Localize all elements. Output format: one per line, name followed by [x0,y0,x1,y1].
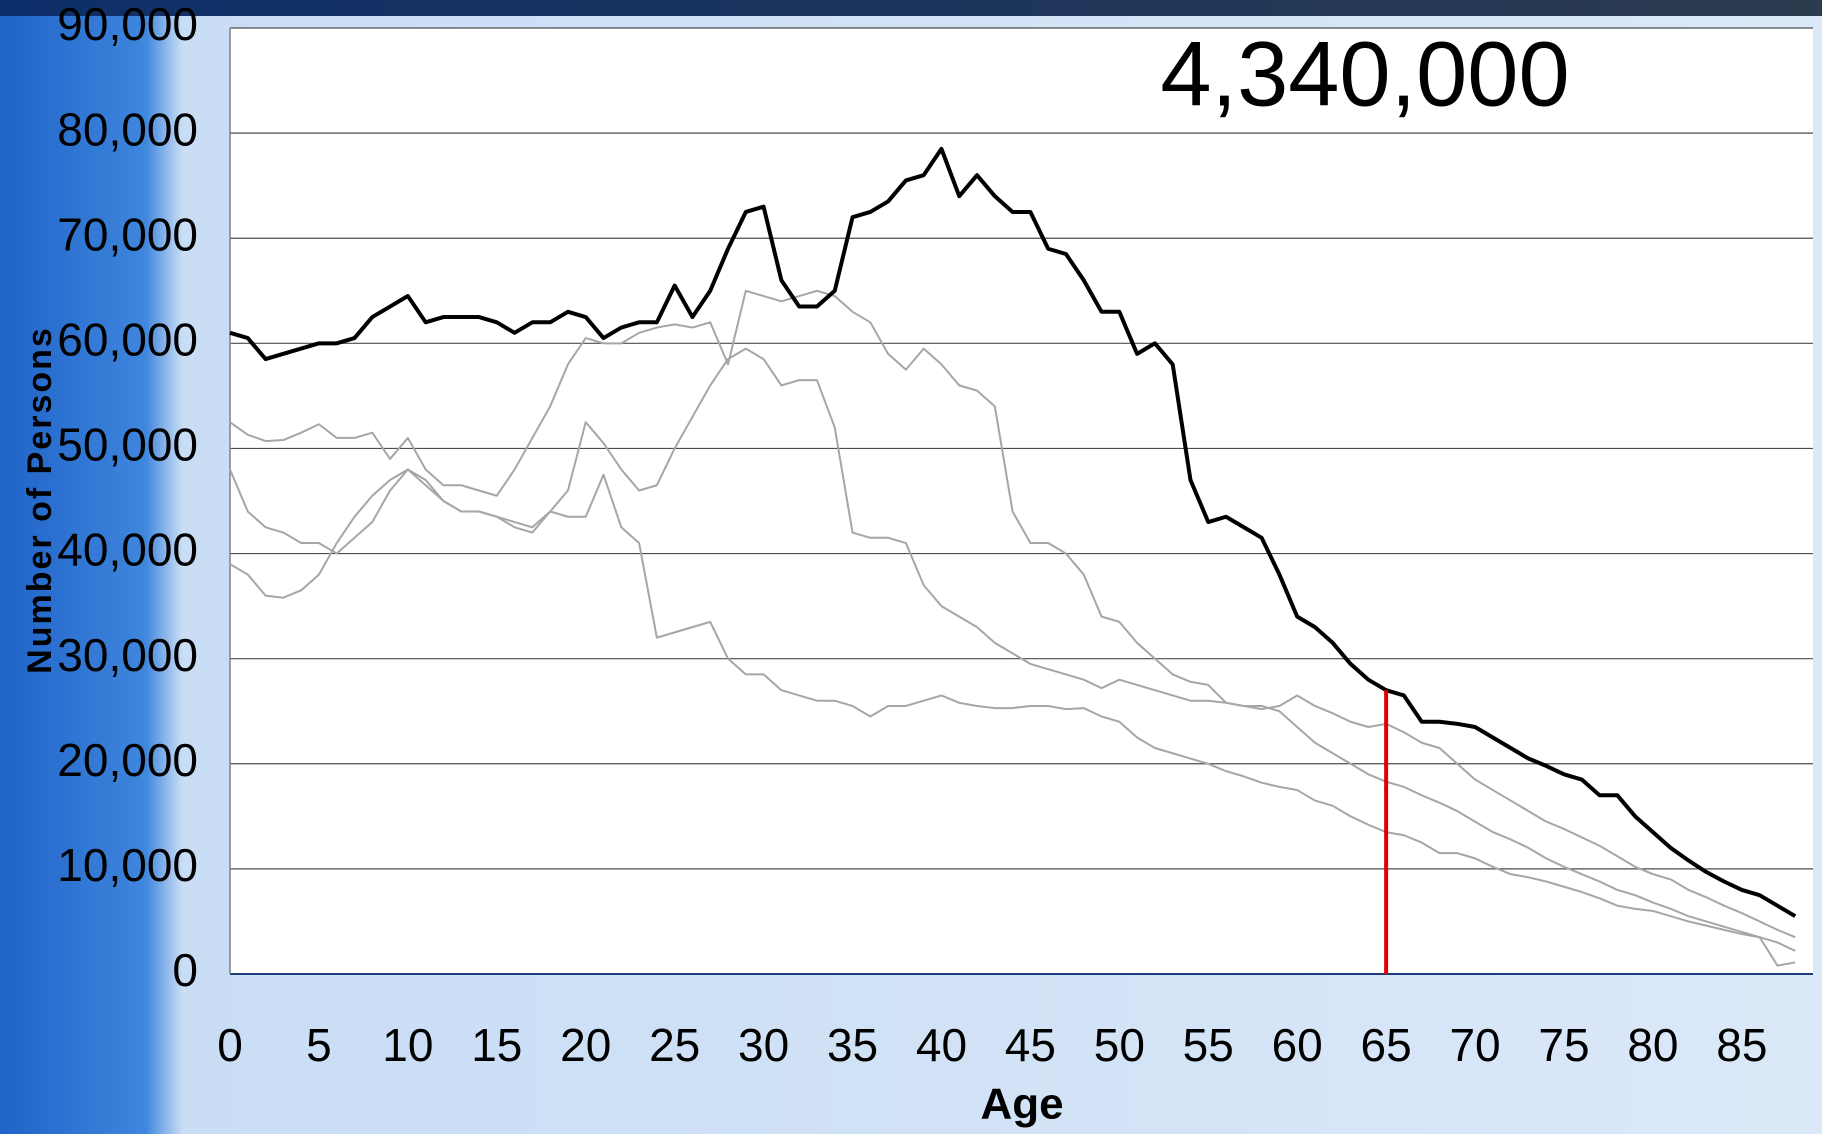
x-axis-title: Age [980,1080,1063,1129]
y-tick-label: 50,000 [57,419,198,471]
y-tick-label: 10,000 [57,839,198,891]
x-tick-label: 40 [916,1019,967,1071]
y-axis-title: Number of Persons [21,326,59,674]
y-tick-label: 70,000 [57,208,198,260]
y-tick-label: 40,000 [57,524,198,576]
x-tick-label: 15 [471,1019,522,1071]
y-tick-label: 0 [172,944,198,996]
x-tick-label: 35 [827,1019,878,1071]
x-tick-label: 85 [1716,1019,1767,1071]
series-line [229,347,1796,952]
top-bar [0,0,1822,16]
y-tick-label: 90,000 [57,0,198,50]
x-tick-label: 50 [1094,1019,1145,1071]
annotation: 4,340,000 [1160,23,1569,125]
x-tick-label: 70 [1449,1019,1500,1071]
plot-area [230,28,1813,974]
x-tick-label: 20 [560,1019,611,1071]
x-tick-label: 5 [306,1019,332,1071]
y-tick-label: 80,000 [57,103,198,155]
x-tick-label: 55 [1183,1019,1234,1071]
y-tick-label: 30,000 [57,629,198,681]
x-tick-label: 60 [1272,1019,1323,1071]
x-tick-label: 30 [738,1019,789,1071]
x-tick-label: 25 [649,1019,700,1071]
x-tick-label: 75 [1538,1019,1589,1071]
x-tick-label: 80 [1627,1019,1678,1071]
y-tick-label: 60,000 [57,313,198,365]
series-line [229,146,1797,918]
series-line [229,289,1796,939]
x-tick-label: 45 [1005,1019,1056,1071]
y-tick-label: 20,000 [57,734,198,786]
x-tick-label: 65 [1361,1019,1412,1071]
x-tick-label: 0 [217,1019,243,1071]
x-tick-label: 10 [382,1019,433,1071]
